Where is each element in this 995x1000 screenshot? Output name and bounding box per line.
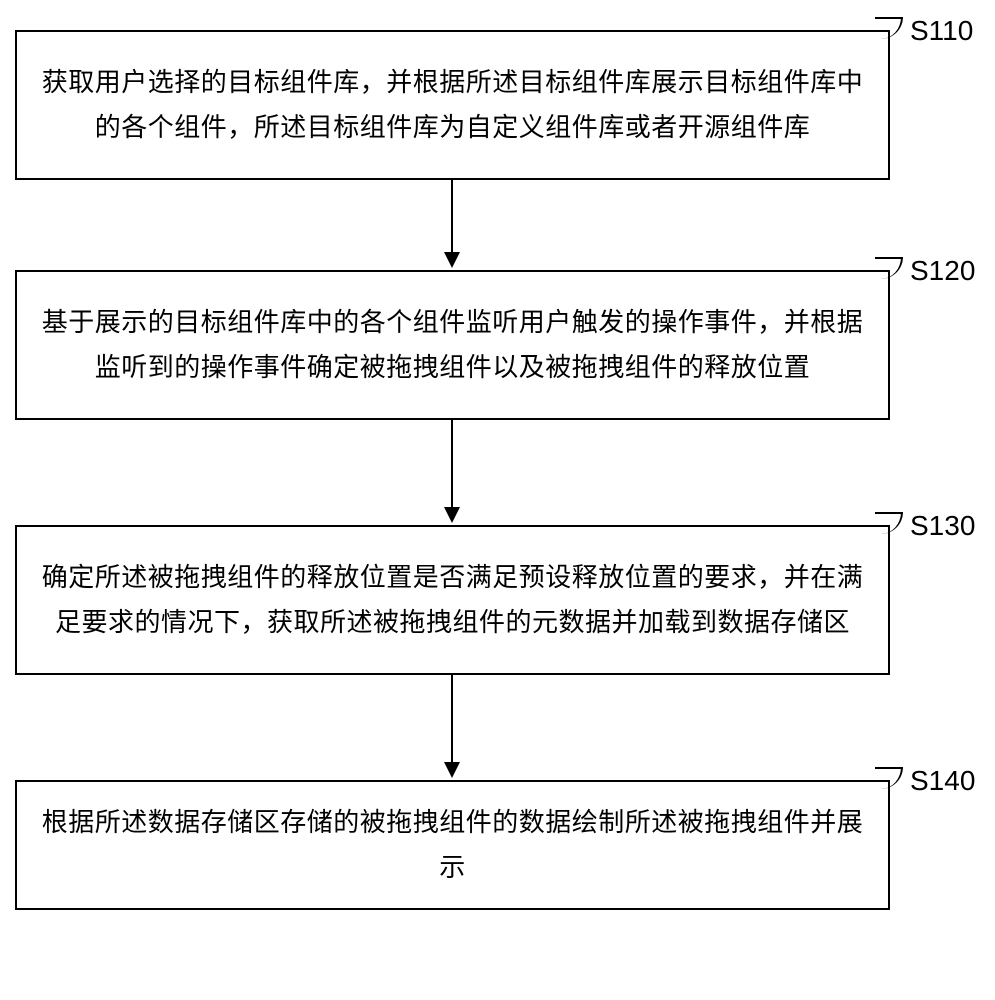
connector-s120: [875, 257, 903, 279]
step-label-s140: S140: [910, 765, 975, 797]
arrow-s120-s130: [451, 420, 453, 507]
arrow-head-s110-s120: [444, 252, 460, 268]
step-label-s120: S120: [910, 255, 975, 287]
flow-step-s120-text: 基于展示的目标组件库中的各个组件监听用户触发的操作事件，并根据监听到的操作事件确…: [41, 300, 864, 391]
connector-s140: [875, 767, 903, 789]
flow-step-s130-text: 确定所述被拖拽组件的释放位置是否满足预设释放位置的要求，并在满足要求的情况下，获…: [41, 555, 864, 646]
flow-step-s120: 基于展示的目标组件库中的各个组件监听用户触发的操作事件，并根据监听到的操作事件确…: [15, 270, 890, 420]
flow-step-s110-text: 获取用户选择的目标组件库，并根据所述目标组件库展示目标组件库中的各个组件，所述目…: [41, 60, 864, 151]
step-label-s130: S130: [910, 510, 975, 542]
connector-s110: [875, 17, 903, 39]
arrow-s110-s120: [451, 180, 453, 252]
arrow-head-s130-s140: [444, 762, 460, 778]
flow-step-s140-text: 根据所述数据存储区存储的被拖拽组件的数据绘制所述被拖拽组件并展示: [41, 800, 864, 891]
connector-s130: [875, 512, 903, 534]
step-label-s110: S110: [910, 15, 973, 47]
arrow-s130-s140: [451, 675, 453, 762]
flow-step-s110: 获取用户选择的目标组件库，并根据所述目标组件库展示目标组件库中的各个组件，所述目…: [15, 30, 890, 180]
flow-step-s140: 根据所述数据存储区存储的被拖拽组件的数据绘制所述被拖拽组件并展示: [15, 780, 890, 910]
flow-step-s130: 确定所述被拖拽组件的释放位置是否满足预设释放位置的要求，并在满足要求的情况下，获…: [15, 525, 890, 675]
arrow-head-s120-s130: [444, 507, 460, 523]
